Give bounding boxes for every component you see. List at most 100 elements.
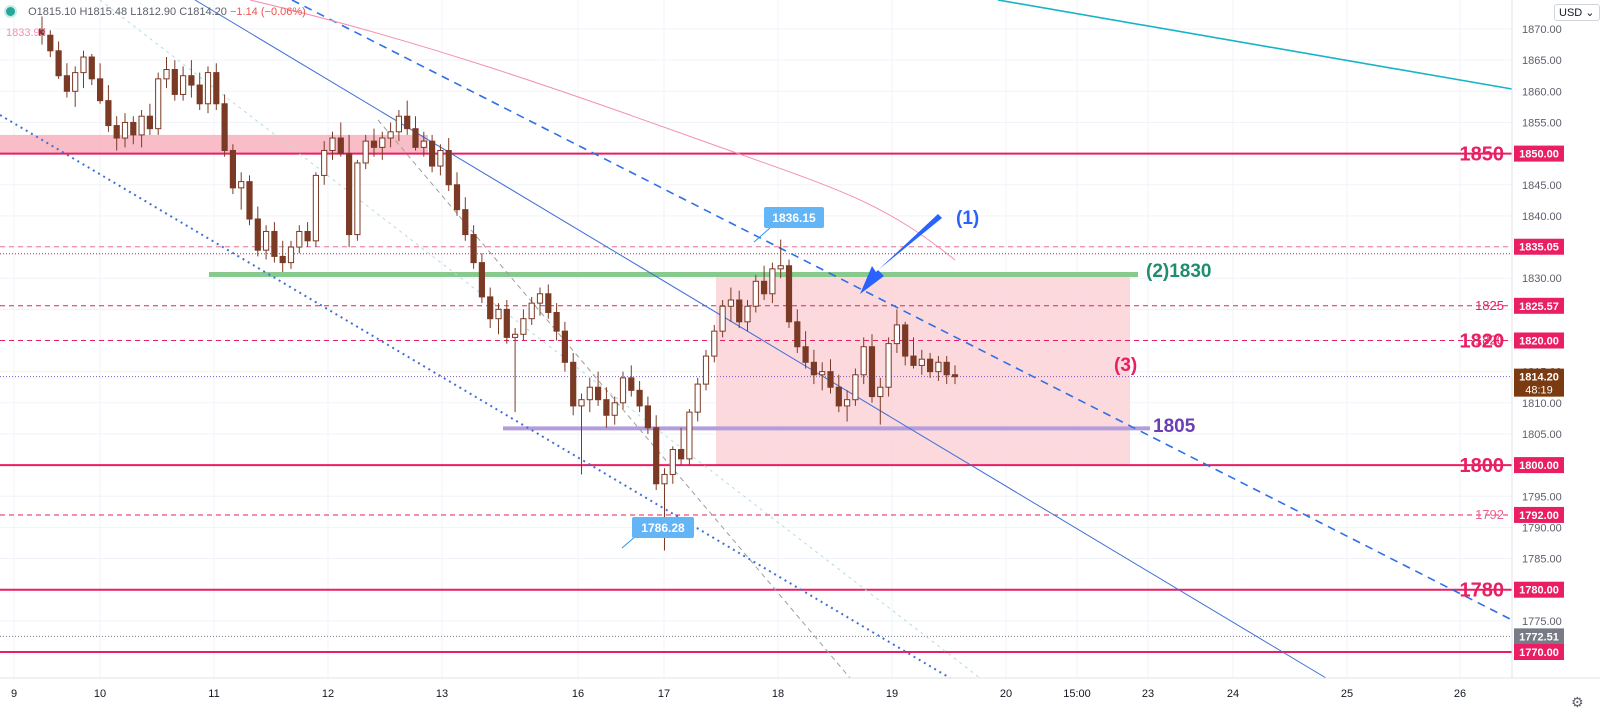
candle[interactable] <box>221 94 228 157</box>
candle[interactable] <box>55 41 62 79</box>
candle[interactable] <box>271 222 278 263</box>
candle[interactable] <box>337 122 344 157</box>
candle[interactable] <box>63 63 71 98</box>
candle[interactable] <box>429 134 436 173</box>
candle[interactable] <box>528 296 535 325</box>
candle[interactable] <box>669 446 676 484</box>
candle[interactable] <box>263 225 270 260</box>
candle[interactable] <box>72 66 79 107</box>
candle[interactable] <box>238 172 245 210</box>
candle[interactable] <box>121 113 129 148</box>
candle[interactable] <box>694 377 701 422</box>
candle[interactable] <box>395 109 402 142</box>
candle[interactable] <box>495 303 502 335</box>
candle[interactable] <box>296 225 303 254</box>
candle[interactable] <box>744 300 751 332</box>
candle[interactable] <box>163 57 170 89</box>
candle[interactable] <box>47 30 54 58</box>
candle[interactable] <box>570 352 577 416</box>
candle[interactable] <box>155 72 162 135</box>
candle[interactable] <box>885 337 892 397</box>
candle[interactable] <box>686 409 693 466</box>
currency-selector[interactable]: USD ⌄ <box>1554 4 1600 21</box>
candle[interactable] <box>752 275 759 313</box>
candle[interactable] <box>893 309 900 353</box>
candle[interactable] <box>935 356 942 381</box>
candle[interactable] <box>453 172 461 216</box>
candle[interactable] <box>603 387 610 428</box>
candle[interactable] <box>877 377 884 425</box>
candle[interactable] <box>910 337 917 369</box>
candle[interactable] <box>171 60 178 101</box>
candle[interactable] <box>370 128 378 157</box>
candle[interactable] <box>213 63 220 110</box>
candle[interactable] <box>437 144 444 176</box>
candle[interactable] <box>404 100 411 135</box>
candle[interactable] <box>860 337 867 385</box>
price-axis[interactable]: 1870.00 1865.00 1860.00 1855.00 1850.00 1845.… <box>1511 0 1564 678</box>
candle[interactable] <box>678 427 685 466</box>
candle[interactable] <box>595 371 602 406</box>
candle[interactable] <box>445 138 452 191</box>
candle[interactable] <box>279 240 286 272</box>
candle[interactable] <box>586 377 593 413</box>
candle[interactable] <box>727 287 734 322</box>
candle[interactable] <box>362 134 369 170</box>
candle[interactable] <box>769 262 776 304</box>
candle[interactable] <box>478 253 485 304</box>
candle[interactable] <box>287 240 295 269</box>
candle[interactable] <box>578 393 585 475</box>
candle[interactable] <box>951 365 959 385</box>
candle[interactable] <box>868 334 876 403</box>
candle[interactable] <box>379 131 386 160</box>
candle[interactable] <box>105 85 112 132</box>
candle[interactable] <box>719 300 726 338</box>
candle[interactable] <box>97 63 104 104</box>
candle[interactable] <box>146 103 154 135</box>
candle[interactable] <box>346 134 353 248</box>
candle[interactable] <box>927 352 934 378</box>
candle[interactable] <box>794 309 801 353</box>
candle[interactable] <box>512 328 519 413</box>
candle[interactable] <box>188 60 195 98</box>
candle[interactable] <box>611 396 618 425</box>
candle[interactable] <box>420 131 427 157</box>
candle[interactable] <box>138 109 145 148</box>
candle[interactable] <box>802 331 809 369</box>
candle[interactable] <box>329 131 336 160</box>
candle[interactable] <box>487 287 494 329</box>
candle[interactable] <box>902 321 909 366</box>
candle[interactable] <box>628 365 635 397</box>
candles[interactable] <box>38 16 959 551</box>
candle[interactable] <box>246 175 253 226</box>
gear-icon[interactable]: ⚙ <box>1571 694 1584 710</box>
candle[interactable] <box>520 309 527 341</box>
candle[interactable] <box>304 222 311 248</box>
candle[interactable] <box>827 359 834 394</box>
candle[interactable] <box>462 197 469 241</box>
candle[interactable] <box>819 362 826 391</box>
candle[interactable] <box>553 303 560 341</box>
candle[interactable] <box>321 141 328 185</box>
candle[interactable] <box>736 290 743 329</box>
candle[interactable] <box>196 72 203 110</box>
candle[interactable] <box>113 116 120 151</box>
candle[interactable] <box>536 287 544 316</box>
candle[interactable] <box>503 300 510 344</box>
candle[interactable] <box>387 122 394 148</box>
candle[interactable] <box>711 324 718 363</box>
candle[interactable] <box>810 349 817 385</box>
candle[interactable] <box>354 159 361 241</box>
candle[interactable] <box>702 349 710 391</box>
candle[interactable] <box>545 284 552 319</box>
candle[interactable] <box>777 239 784 279</box>
candle[interactable] <box>852 368 859 406</box>
candle[interactable] <box>38 16 46 45</box>
candle[interactable] <box>80 50 87 89</box>
candle[interactable] <box>412 116 419 151</box>
candle[interactable] <box>88 53 95 86</box>
candle[interactable] <box>204 66 212 114</box>
candle[interactable] <box>644 396 651 434</box>
candle[interactable] <box>785 259 793 329</box>
